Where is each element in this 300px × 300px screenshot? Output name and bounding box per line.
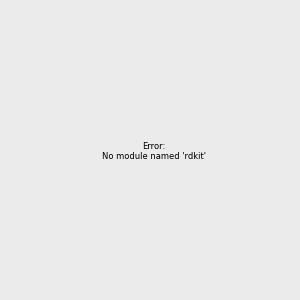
Text: Error:
No module named 'rdkit': Error: No module named 'rdkit' [102,142,206,161]
